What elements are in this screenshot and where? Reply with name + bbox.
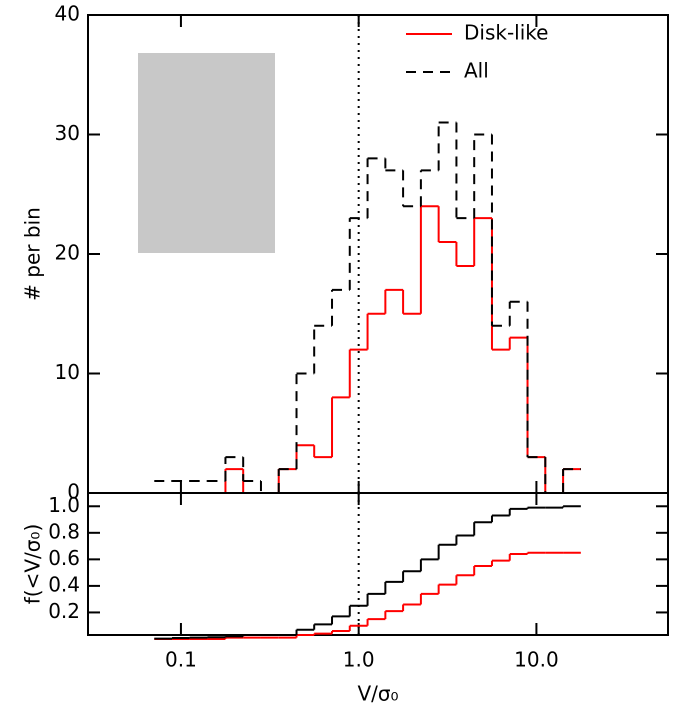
y-tick-label: 0 — [67, 480, 80, 504]
y-tick-label: 20 — [55, 241, 80, 265]
x-axis-label: V/σ₀ — [357, 682, 398, 706]
y-axis-label: f(<V/σ₀) — [21, 524, 45, 605]
shaded-region — [138, 53, 275, 253]
x-tick-label: 1.0 — [343, 648, 375, 672]
y-tick-label: 0.2 — [48, 599, 80, 623]
legend-label: Disk-like — [464, 21, 548, 45]
legend-label: All — [464, 59, 489, 83]
y-tick-label: 0.6 — [48, 546, 80, 570]
y-tick-label: 30 — [55, 121, 80, 145]
y-tick-label: 0.8 — [48, 519, 80, 543]
x-tick-label: 10.0 — [514, 648, 559, 672]
y-axis-label: # per bin — [21, 207, 45, 301]
y-tick-label: 1.0 — [48, 493, 80, 517]
x-tick-label: 0.1 — [165, 648, 197, 672]
y-tick-label: 10 — [55, 360, 80, 384]
y-tick-label: 0.4 — [48, 572, 80, 596]
y-tick-label: 40 — [55, 2, 80, 26]
plot-frame — [87, 492, 669, 636]
